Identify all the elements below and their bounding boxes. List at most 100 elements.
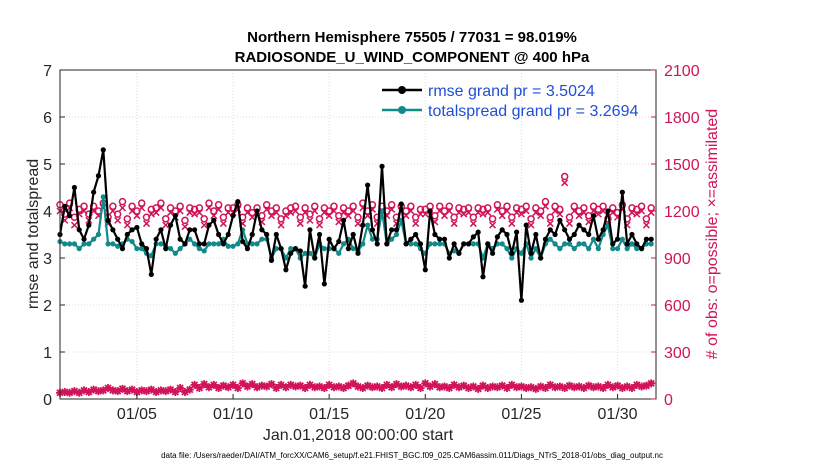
totalspread-point [187, 236, 193, 242]
legend: rmse grand pr = 3.5024 totalspread grand… [382, 83, 638, 120]
assimilated-obs-marker [484, 209, 492, 217]
rejected-obs-marker [262, 382, 271, 391]
totalspread-point [499, 241, 505, 247]
assimilated-obs-marker [291, 207, 300, 215]
totalspread-point [259, 236, 265, 242]
rmse-point [398, 201, 404, 207]
totalspread-point [81, 241, 87, 247]
totalspread-point [62, 241, 68, 247]
rmse-point [216, 231, 222, 238]
assimilated-obs-marker [388, 205, 396, 213]
possible-obs-marker [599, 202, 607, 211]
rejected-obs-marker [171, 387, 180, 396]
possible-obs-marker [310, 202, 319, 211]
totalspread-point [432, 241, 438, 247]
x-tick-label: 01/05 [117, 406, 157, 423]
rejected-obs-marker [454, 383, 463, 392]
rmse-point [523, 222, 529, 228]
rmse-point [533, 231, 539, 238]
rejected-obs-marker [305, 380, 314, 389]
possible-obs-marker [608, 204, 617, 212]
rejected-obs-marker [118, 384, 127, 393]
possible-obs-marker [137, 199, 146, 207]
totalspread-point [336, 250, 342, 256]
totalspread-point [71, 241, 78, 247]
assimilated-obs-marker [162, 221, 170, 229]
legend-spread-marker [398, 106, 406, 114]
rejected-obs-marker [99, 386, 108, 395]
rejected-obs-marker [603, 380, 612, 389]
rmse-point [105, 217, 111, 223]
rmse-point [172, 213, 178, 219]
rmse-point [240, 238, 246, 245]
possible-obs-marker [565, 213, 574, 222]
assimilated-obs-marker [517, 210, 525, 218]
rejected-obs-marker [104, 384, 113, 393]
rmse-point [86, 222, 92, 228]
rmse-point [480, 274, 486, 280]
x-tick-label: 01/20 [405, 406, 445, 423]
rejected-obs-marker [108, 386, 117, 395]
rejected-obs-marker [373, 382, 382, 391]
rejected-obs-marker [498, 381, 507, 390]
y-right-tick-label: 600 [664, 298, 691, 315]
totalspread-point [230, 243, 236, 249]
rmse-point [374, 241, 380, 247]
possible-obs-marker [161, 215, 170, 223]
assimilated-obs-marker [123, 221, 131, 229]
assimilated-obs-marker [195, 209, 203, 217]
rejected-obs-marker [382, 380, 391, 389]
rmse-point [201, 241, 207, 247]
rejected-obs-marker [267, 380, 276, 389]
totalspread-point [389, 236, 395, 242]
rejected-obs-marker [128, 385, 137, 394]
rmse-point [283, 267, 289, 273]
rejected-obs-marker [310, 383, 319, 392]
rmse-point [542, 236, 549, 242]
rmse-point [485, 241, 491, 247]
possible-obs-marker [301, 204, 309, 212]
rejected-obs-marker [123, 387, 132, 396]
rejected-obs-marker [132, 387, 141, 396]
totalspread-point [557, 246, 563, 252]
possible-obs-marker [387, 200, 396, 209]
rejected-obs-marker [459, 381, 468, 390]
rmse-point [153, 236, 159, 242]
possible-obs-marker [546, 213, 555, 222]
assimilated-obs-marker [181, 223, 189, 231]
totalspread-point [576, 241, 582, 247]
possible-obs-marker [176, 202, 184, 211]
x-tick-label: 01/30 [598, 406, 638, 423]
totalspread-point [196, 246, 202, 252]
totalspread-point [191, 241, 198, 247]
assimilated-obs-marker [142, 220, 151, 228]
assimilated-obs-marker [114, 216, 122, 224]
rejected-obs-marker [397, 382, 406, 391]
rmse-point [489, 250, 496, 256]
assimilated-obs-marker [479, 210, 487, 218]
rmse-point [220, 241, 227, 247]
possible-obs-marker [80, 202, 88, 211]
totalspread-point [619, 236, 625, 242]
possible-obs-marker [315, 215, 324, 223]
chart-subtitle: RADIOSONDE_U_WIND_COMPONENT @ 400 hPa [235, 49, 590, 66]
totalspread-point [100, 194, 106, 200]
rejected-obs-marker [89, 385, 98, 394]
grid [60, 70, 656, 399]
rmse-point [259, 227, 265, 233]
rejected-obs-marker [200, 380, 209, 389]
totalspread-point [379, 208, 385, 214]
rejected-obs-marker [257, 381, 266, 390]
assimilated-obs-marker [465, 209, 473, 217]
possible-obs-marker [354, 213, 362, 222]
totalspread-point [177, 246, 183, 252]
possible-obs-marker [498, 207, 506, 215]
y-right-tick-label: 2100 [664, 63, 700, 80]
rmse-point [100, 147, 106, 153]
rmse-point [110, 227, 116, 233]
totalspread-point [586, 246, 592, 252]
assimilated-obs-marker [147, 210, 155, 218]
rmse-point [331, 246, 337, 252]
totalspread-point [365, 222, 371, 228]
rmse-point [264, 231, 270, 238]
